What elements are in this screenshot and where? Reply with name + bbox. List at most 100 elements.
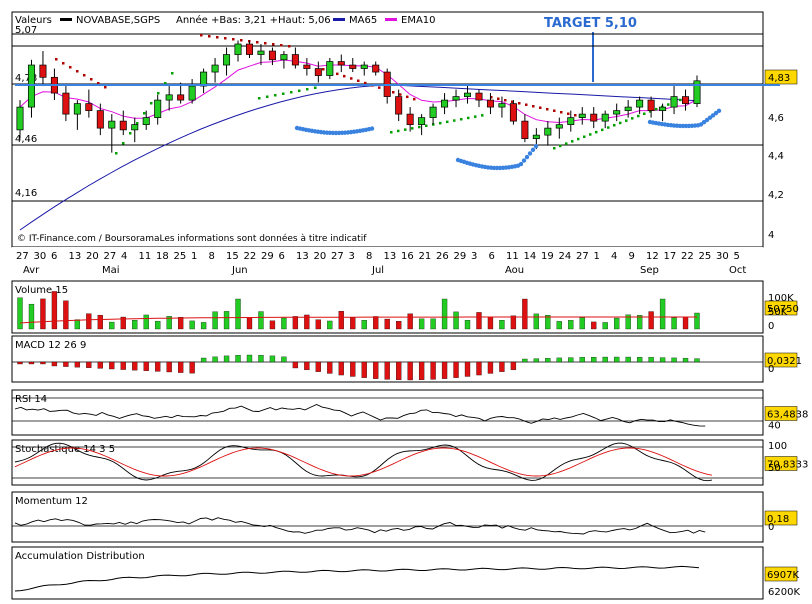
x-day-label: 29 [261, 251, 274, 262]
macd-bar-38 [453, 361, 459, 378]
y-right-4: 4 [768, 230, 774, 241]
head-dot-21 [518, 161, 524, 167]
sar-dot-59 [446, 120, 449, 124]
sar-dot-54 [411, 127, 414, 130]
x-day-label: 5 [734, 251, 740, 262]
macd-bar-4 [63, 361, 69, 367]
sar-dot-29 [258, 97, 261, 100]
sar-dot-47 [392, 91, 395, 94]
x-day-label: 20 [314, 251, 327, 262]
sar-dot-71 [532, 105, 535, 108]
candle-body-38 [452, 96, 460, 101]
volume-bar-57 [671, 317, 677, 330]
volume-bar-47 [556, 321, 562, 330]
sar-dot-41 [350, 77, 353, 80]
candle-body-39 [464, 92, 472, 97]
panel-title-5: Momentum 12 [15, 496, 88, 507]
volume-bar-41 [487, 317, 494, 330]
sar-dot-37 [322, 68, 325, 71]
candle-body-7 [96, 110, 104, 129]
sar-dot-24 [256, 41, 259, 44]
sar-dot-88 [607, 126, 610, 129]
x-day-label: 20 [86, 251, 99, 262]
volume-bar-4 [63, 300, 69, 330]
volume-bar-1 [28, 303, 35, 330]
sar-dot-67 [504, 99, 507, 102]
x-day-label: 12 [646, 251, 659, 262]
sar-dot-25 [264, 42, 267, 45]
sar-dot-14 [157, 92, 160, 95]
panel-tick-6-0: 6200K [768, 587, 800, 598]
sar-dot-96 [655, 107, 658, 111]
x-day-label: 15 [226, 251, 239, 262]
panel-tick-1-1: 50K [768, 307, 788, 318]
candle-body-16 [200, 71, 208, 87]
volume-bar-29 [350, 317, 356, 330]
x-day-label: 18 [156, 251, 169, 262]
last-price-value: 4,83 [768, 73, 790, 84]
x-day-label: 24 [559, 251, 572, 262]
volume-bar-53 [625, 314, 631, 330]
candle-body-9 [119, 120, 127, 131]
panel-value-box-1 [764, 300, 798, 316]
x-day-label: 13 [296, 251, 309, 262]
panel-value-box-2 [764, 352, 798, 368]
stoch-k-line [14, 442, 713, 482]
ma65-legend-swatch [333, 18, 345, 21]
macd-bar-57 [671, 357, 677, 363]
sar-dot-68 [511, 100, 514, 103]
candle-body-33 [395, 96, 403, 115]
panel-value-2: 0,0321 [767, 356, 802, 367]
macd-bar-44 [522, 358, 528, 363]
x-axis: 27 30 6 13 20 27 4 11 18 25 1 8 15 22 29 6 13 20 27 3 8 13 16 2… [12, 247, 763, 279]
ma65-path [19, 84, 701, 231]
volume-bar-50 [591, 321, 597, 330]
sar-dot-11 [136, 122, 139, 125]
head-dot-26 [533, 144, 539, 149]
sar-dot-84 [583, 135, 586, 138]
macd-bar-48 [568, 357, 574, 363]
candle-body-0 [16, 106, 24, 131]
volume-bar-5 [74, 319, 81, 330]
sar-dot-27 [280, 44, 283, 47]
ma65-line [19, 84, 701, 231]
x-day-label: 13 [69, 251, 82, 262]
sar-dot-61 [460, 118, 463, 121]
candle-body-51 [601, 113, 609, 122]
macd-bar-6 [86, 361, 92, 368]
sar-dot-30 [266, 95, 269, 98]
volume-bar-25 [304, 314, 310, 330]
macd-bar-30 [361, 361, 367, 378]
panel-title-4: Stochastique 14 3 5 [15, 444, 115, 455]
sar-dot-74 [553, 109, 556, 112]
volume-bar-52 [614, 317, 620, 330]
macd-bar-31 [373, 361, 379, 379]
volume-bar-54 [636, 315, 643, 330]
panel-value-box-5 [764, 510, 798, 526]
sar-dot-66 [497, 97, 500, 100]
macd-bar-54 [636, 357, 643, 363]
sar-dot-85 [589, 133, 592, 136]
macd-bar-50 [591, 357, 597, 363]
volume-bar-22 [269, 320, 276, 330]
volume-bar-3 [51, 291, 58, 330]
sar-dot-69 [518, 102, 521, 105]
x-day-label: 3 [471, 251, 477, 262]
sar-dot-65 [490, 96, 493, 99]
macd-bar-29 [350, 361, 356, 377]
x-day-label: 30 [716, 251, 729, 262]
macd-bar-35 [418, 361, 425, 381]
volume-bar-16 [200, 322, 207, 330]
last-price-box [764, 69, 798, 85]
ema10-line [19, 59, 698, 124]
x-month-label: Aou [505, 265, 524, 276]
sar-dot-31 [274, 94, 277, 97]
range-text: Année +Bas: 3,21 +Haut: 5,06 [176, 14, 331, 26]
volume-bar-7 [97, 314, 103, 330]
parabolic-sar [55, 34, 682, 155]
volume-bar-42 [499, 320, 505, 330]
x-day-label: 3 [349, 251, 355, 262]
rsi-line [14, 404, 706, 427]
sar-dot-49 [406, 95, 409, 99]
